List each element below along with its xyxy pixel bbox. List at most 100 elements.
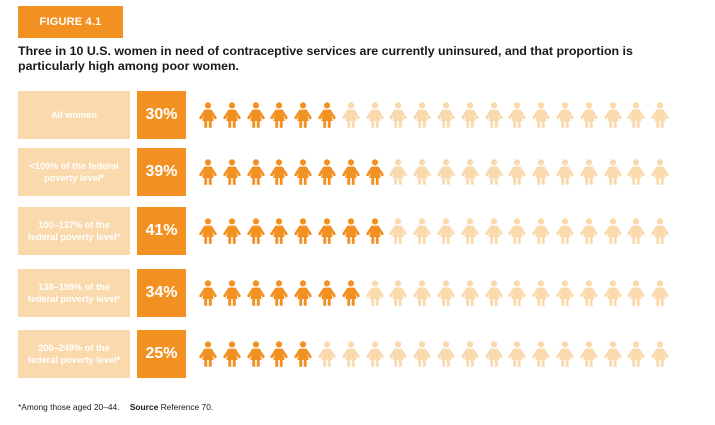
woman-icon-empty <box>507 102 527 133</box>
woman-icon-empty <box>484 102 504 133</box>
woman-icon-empty <box>365 102 385 133</box>
woman-icon-filled <box>246 280 266 311</box>
woman-icon-empty <box>436 280 456 311</box>
woman-icon-filled <box>293 218 313 249</box>
woman-icon-empty <box>412 218 432 249</box>
woman-icon-filled <box>222 218 242 249</box>
footnote: *Among those aged 20–44. Source Referenc… <box>18 402 213 412</box>
woman-icon-empty <box>484 159 504 190</box>
woman-icon-empty <box>579 102 599 133</box>
woman-icon-empty <box>555 280 575 311</box>
woman-icon-empty <box>507 159 527 190</box>
source-text: Reference 70. <box>160 402 214 412</box>
row-value: 34% <box>137 269 186 317</box>
woman-icon-filled <box>246 218 266 249</box>
woman-icon-filled <box>222 280 242 311</box>
woman-icon-filled <box>269 280 289 311</box>
woman-icon-empty <box>555 218 575 249</box>
woman-icon-filled <box>293 159 313 190</box>
woman-icon-filled <box>198 102 218 133</box>
woman-icon-empty <box>388 341 408 372</box>
woman-icon-empty <box>317 341 337 372</box>
woman-icon-empty <box>388 218 408 249</box>
woman-icon-filled <box>246 159 266 190</box>
woman-icon-filled <box>198 280 218 311</box>
woman-icon-filled <box>341 159 361 190</box>
woman-icon-empty <box>484 341 504 372</box>
woman-icon-empty <box>650 102 670 133</box>
row-label: 100–137% of the federal poverty level* <box>18 207 130 255</box>
row-label-text: 138–199% of the federal poverty level* <box>27 282 121 304</box>
row-value: 39% <box>137 148 186 196</box>
woman-icon-empty <box>555 102 575 133</box>
woman-icon-empty <box>412 159 432 190</box>
row-label-text: All women <box>51 110 97 120</box>
figure-label: FIGURE 4.1 <box>18 6 123 38</box>
woman-icon-filled <box>246 341 266 372</box>
woman-icon-filled <box>269 102 289 133</box>
woman-icon-filled <box>293 341 313 372</box>
row-label: 138–199% of the federal poverty level* <box>18 269 130 317</box>
woman-icon-filled <box>341 280 361 311</box>
woman-icon-empty <box>603 341 623 372</box>
woman-icon-filled <box>269 218 289 249</box>
woman-icon-empty <box>436 102 456 133</box>
woman-icon-empty <box>388 280 408 311</box>
woman-icon-empty <box>555 341 575 372</box>
woman-icon-filled <box>246 102 266 133</box>
woman-icon-empty <box>626 280 646 311</box>
woman-icon-empty <box>650 159 670 190</box>
row-label: 200–249% of the federal poverty level* <box>18 330 130 378</box>
row-label: <100% of the federal poverty level* <box>18 148 130 196</box>
woman-icon-empty <box>579 280 599 311</box>
row-label: All women <box>18 91 130 139</box>
woman-icon-filled <box>341 218 361 249</box>
row-label-text: 200–249% of the federal poverty level* <box>27 343 121 365</box>
woman-icon-empty <box>412 102 432 133</box>
row-value: 30% <box>137 91 186 139</box>
woman-icon-empty <box>603 159 623 190</box>
footnote-note: *Among those aged 20–44. <box>18 402 120 412</box>
woman-icon-empty <box>555 159 575 190</box>
woman-icon-filled <box>222 159 242 190</box>
woman-icon-filled <box>293 102 313 133</box>
woman-icon-empty <box>507 280 527 311</box>
woman-icon-empty <box>579 218 599 249</box>
woman-icon-empty <box>436 341 456 372</box>
woman-icon-empty <box>650 280 670 311</box>
woman-icon-empty <box>365 341 385 372</box>
woman-icon-filled <box>365 159 385 190</box>
woman-icon-empty <box>626 341 646 372</box>
woman-icon-empty <box>531 341 551 372</box>
woman-icon-empty <box>460 341 480 372</box>
woman-icon-filled <box>317 102 337 133</box>
woman-icon-filled <box>317 218 337 249</box>
woman-icon-empty <box>365 280 385 311</box>
woman-icon-filled <box>317 159 337 190</box>
woman-icon-empty <box>626 159 646 190</box>
woman-icon-empty <box>531 159 551 190</box>
woman-icon-empty <box>341 341 361 372</box>
woman-icon-filled <box>269 159 289 190</box>
woman-icon-filled <box>222 102 242 133</box>
woman-icon-filled <box>269 341 289 372</box>
woman-icon-filled <box>317 280 337 311</box>
woman-icon-filled <box>198 218 218 249</box>
woman-icon-empty <box>484 218 504 249</box>
woman-icon-empty <box>436 159 456 190</box>
row-label-text: <100% of the federal poverty level* <box>29 161 119 183</box>
woman-icon-empty <box>626 102 646 133</box>
woman-icon-empty <box>531 218 551 249</box>
row-label-text: 100–137% of the federal poverty level* <box>27 220 121 242</box>
woman-icon-empty <box>603 280 623 311</box>
woman-icon-empty <box>531 280 551 311</box>
woman-icon-empty <box>412 341 432 372</box>
woman-icon-filled <box>198 341 218 372</box>
woman-icon-empty <box>650 341 670 372</box>
woman-icon-empty <box>460 218 480 249</box>
woman-icon-filled <box>222 341 242 372</box>
chart-title: Three in 10 U.S. women in need of contra… <box>18 44 633 73</box>
woman-icon-filled <box>365 218 385 249</box>
woman-icon-filled <box>198 159 218 190</box>
woman-icon-empty <box>388 159 408 190</box>
